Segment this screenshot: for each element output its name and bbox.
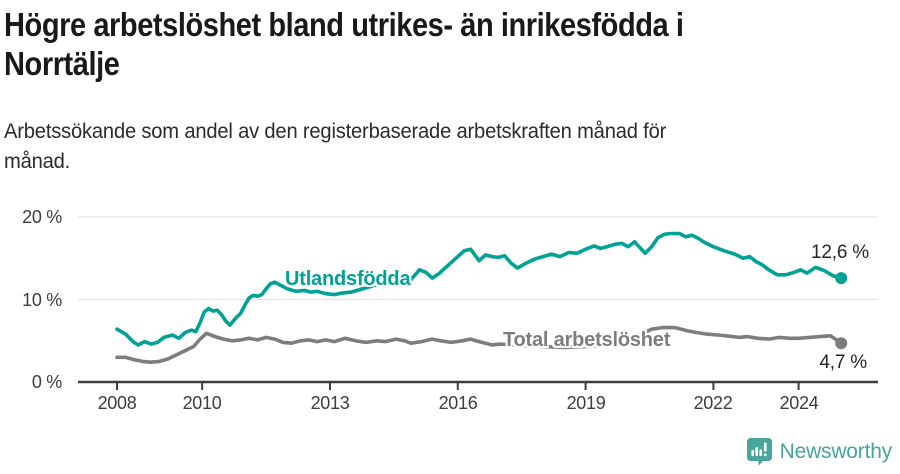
y-tick-label: 10 % <box>22 290 62 310</box>
series-label-utlandsfodda: Utlandsfödda <box>285 268 411 290</box>
total-end-dot <box>835 337 848 350</box>
logo-bar-3 <box>759 449 762 457</box>
utlandsfodda-line <box>115 231 844 347</box>
y-tick-label: 20 % <box>22 207 62 227</box>
newsworthy-logo: Newsworthy <box>746 437 892 466</box>
logo-bar-1 <box>751 450 754 457</box>
page-title: Högre arbetslöshet bland utrikes- än inr… <box>4 5 684 83</box>
page-title-line-2: Norrtälje <box>4 45 120 82</box>
x-tick-label: 2008 <box>97 393 137 413</box>
newsworthy-logo-text: Newsworthy <box>779 439 893 463</box>
logo-bar-2 <box>755 447 758 457</box>
x-tick-label: 2019 <box>566 393 606 413</box>
utlandsfodda-end-dot <box>835 272 848 285</box>
page-subtitle-line-2: månad. <box>4 150 71 173</box>
end-value-label-total: 4,7 % <box>819 352 867 373</box>
y-tick-label: 0 % <box>31 372 62 392</box>
x-tick-label: 2022 <box>693 393 733 413</box>
newsworthy-logo-icon <box>746 438 772 466</box>
end-value-label-utlandsfodda: 12,6 % <box>811 242 869 263</box>
page-title-line-1: Högre arbetslöshet bland utrikes- än inr… <box>4 6 684 43</box>
page-subtitle: Arbetssökande som andel av den registerb… <box>4 117 666 177</box>
x-tick-label: 2013 <box>310 393 350 413</box>
series-label-total-arbetsloshet: Total arbetslöshet <box>503 329 671 351</box>
page-subtitle-line-1: Arbetssökande som andel av den registerb… <box>4 120 667 143</box>
x-tick-label: 2024 <box>779 393 819 413</box>
logo-exclamation-bar <box>763 442 767 452</box>
total-line <box>115 325 844 365</box>
x-tick-label: 2016 <box>438 393 478 413</box>
logo-exclamation-dot <box>763 453 767 457</box>
x-tick-label: 2010 <box>182 393 222 413</box>
